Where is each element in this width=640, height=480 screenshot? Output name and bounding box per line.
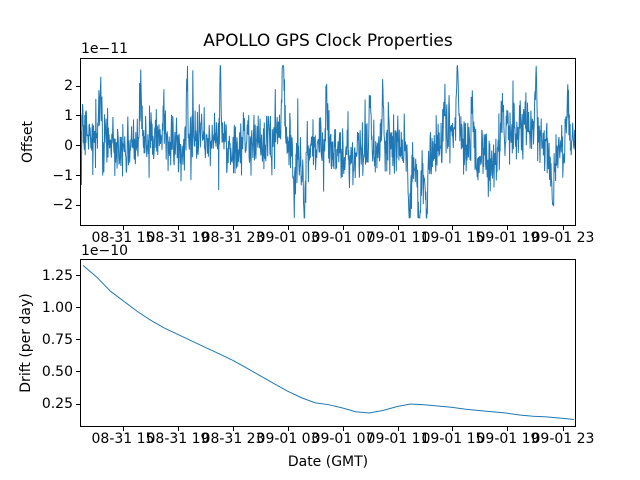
y-tick [76, 275, 80, 277]
drift-series [82, 265, 575, 420]
y-tick [76, 85, 80, 87]
x-tick [397, 226, 399, 230]
y-tick [76, 145, 80, 147]
xlabel-date-gmt: Date (GMT) [287, 454, 369, 470]
x-tick [397, 427, 399, 431]
y-tick [76, 115, 80, 117]
x-tick-label: 08-31 19 [146, 431, 210, 447]
y-tick-label: 0.25 [41, 396, 73, 413]
top-axes-offset [80, 58, 576, 226]
offset-plot-line [81, 64, 575, 219]
x-tick [232, 427, 234, 431]
y-tick [76, 371, 80, 373]
y-tick [76, 403, 80, 405]
y-tick-label: −1 [52, 167, 73, 184]
x-tick [342, 226, 344, 230]
offset-scale-exponent: 1e−11 [81, 41, 129, 57]
x-tick-label: 09-01 11 [366, 230, 430, 246]
y-tick [76, 339, 80, 341]
x-tick-label: 09-01 15 [421, 431, 485, 447]
x-tick-label: 08-31 15 [91, 230, 155, 246]
y-tick [76, 307, 80, 309]
y-tick-label: 0.75 [41, 331, 73, 348]
x-tick-label: 08-31 15 [91, 431, 155, 447]
y-tick-label: 1 [64, 107, 73, 124]
x-tick [342, 427, 344, 431]
x-tick-label: 09-01 07 [311, 230, 375, 246]
x-tick-label: 09-01 03 [256, 230, 320, 246]
x-tick [562, 226, 564, 230]
drift-scale-exponent: 1e−10 [81, 243, 129, 259]
x-tick [287, 427, 289, 431]
x-tick-label: 09-01 19 [476, 230, 540, 246]
x-tick-label: 08-31 19 [146, 230, 210, 246]
x-tick-label: 09-01 07 [311, 431, 375, 447]
y-tick-label: 0.50 [41, 363, 73, 380]
x-tick-label: 09-01 19 [476, 431, 540, 447]
y-tick [76, 204, 80, 206]
x-tick [452, 226, 454, 230]
x-tick [122, 427, 124, 431]
x-tick [507, 427, 509, 431]
y-tick-label: 1.00 [41, 299, 73, 316]
offset-series [81, 64, 575, 219]
x-tick [177, 427, 179, 431]
x-tick-label: 08-31 23 [201, 431, 265, 447]
y-tick [76, 175, 80, 177]
x-tick [122, 226, 124, 230]
x-tick-label: 09-01 03 [256, 431, 320, 447]
plot-title: APOLLO GPS Clock Properties [203, 31, 453, 51]
x-tick [232, 226, 234, 230]
x-tick-label: 09-01 23 [531, 230, 595, 246]
x-tick [507, 226, 509, 230]
x-tick [452, 427, 454, 431]
x-tick [287, 226, 289, 230]
y-tick-label: 2 [64, 78, 73, 95]
drift-plot-line [82, 265, 575, 420]
x-tick [562, 427, 564, 431]
y-tick-label: 0 [64, 137, 73, 154]
y-tick-label: 1.25 [41, 267, 73, 284]
bottom-axes-drift [80, 259, 576, 427]
x-tick [177, 226, 179, 230]
x-tick-label: 09-01 11 [366, 431, 430, 447]
x-tick-label: 09-01 23 [531, 431, 595, 447]
x-tick-label: 09-01 15 [421, 230, 485, 246]
y-tick-label: −2 [52, 197, 73, 214]
x-tick-label: 08-31 23 [201, 230, 265, 246]
